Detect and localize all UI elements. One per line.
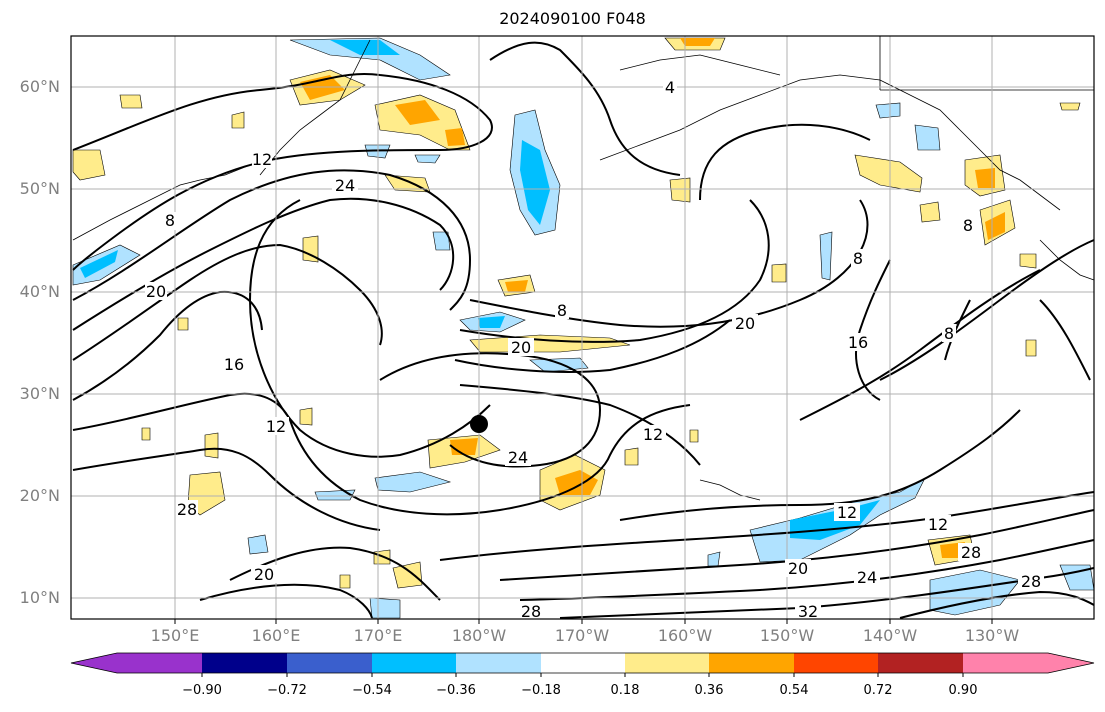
contour-label: 8 [944,324,954,343]
colorbar-tick-label: −0.54 [352,683,392,698]
colorbar-tick-label: −0.72 [267,683,307,698]
contour-label: 12 [252,150,272,169]
lat-label: 40°N [19,282,60,301]
contour-label: 8 [165,211,175,230]
colorbar-tick-label: −0.18 [521,683,561,698]
colorbar-tick-label: 0.36 [694,683,724,698]
contour-label: 28 [961,543,981,562]
lat-label: 10°N [19,588,60,607]
colorbar-tick-label: −0.36 [436,683,476,698]
contour-label: 12 [266,417,286,436]
colorbar-segment [625,653,709,673]
colorbar-extend-low [71,653,202,673]
colorbar-tick-label: 0.18 [610,683,640,698]
contour-label: 20 [788,559,808,578]
contour-label: 8 [853,249,863,268]
contour-label: 24 [508,448,528,467]
contour-label: 20 [146,282,166,301]
lon-label: 130°W [964,626,1020,645]
contour-label: 32 [798,602,818,621]
colorbar-segment [709,653,794,673]
lat-label: 20°N [19,486,60,505]
colorbar-outline [70,652,1095,674]
contour-label: 20 [511,338,531,357]
contour-label: 28 [177,500,197,519]
colorbar-tick-label: 0.90 [948,683,978,698]
contour-label: 28 [521,602,541,621]
colorbar-segment [794,653,878,673]
colorbar-segment [541,653,625,673]
colorbar-extend-high [963,653,1094,673]
lon-label: 170°W [554,626,610,645]
colorbar-segment [456,653,541,673]
lon-label: 160°E [251,626,301,645]
contour-label: 16 [224,355,244,374]
lon-label: 170°E [353,626,403,645]
contour-labels: 24 12 20 8 8 20 20 16 12 12 24 28 20 24 … [145,78,1044,621]
lon-label: 150°W [759,626,815,645]
contour-label: 20 [254,565,274,584]
contour-lines [72,41,1095,619]
contour-label: 28 [1021,572,1041,591]
colorbar-segment [878,653,963,673]
lon-label: 150°E [150,626,200,645]
lon-label: 160°W [657,626,713,645]
contour-label: 8 [557,301,567,320]
colorbar-segment [287,653,372,673]
lat-label: 30°N [19,384,60,403]
lon-label: 180°W [451,626,507,645]
contour-label: 16 [848,333,868,352]
colorbar-segment [202,653,287,673]
lon-label: 140°W [862,626,918,645]
contour-label: 12 [928,515,948,534]
lat-label: 50°N [19,179,60,198]
lon-ticks [174,619,993,624]
graticule [71,36,1094,619]
colorbar-tick-label: −0.90 [182,683,222,698]
map-title: 2024090100 F048 [499,9,646,28]
contour-label: 4 [665,78,675,97]
colorbar-tick-label: 0.72 [863,683,893,698]
contour-label: 8 [963,216,973,235]
contour-label: 20 [735,314,755,333]
colorbar [70,652,1095,677]
lat-label: 60°N [19,77,60,96]
contour-label: 24 [857,568,877,587]
colorbar-tick-label: 0.54 [779,683,809,698]
contour-label: 12 [837,503,857,522]
contour-label: 24 [335,176,355,195]
contour-label: 12 [643,425,663,444]
colorbar-segment [372,653,456,673]
storm-center-marker [470,415,488,433]
